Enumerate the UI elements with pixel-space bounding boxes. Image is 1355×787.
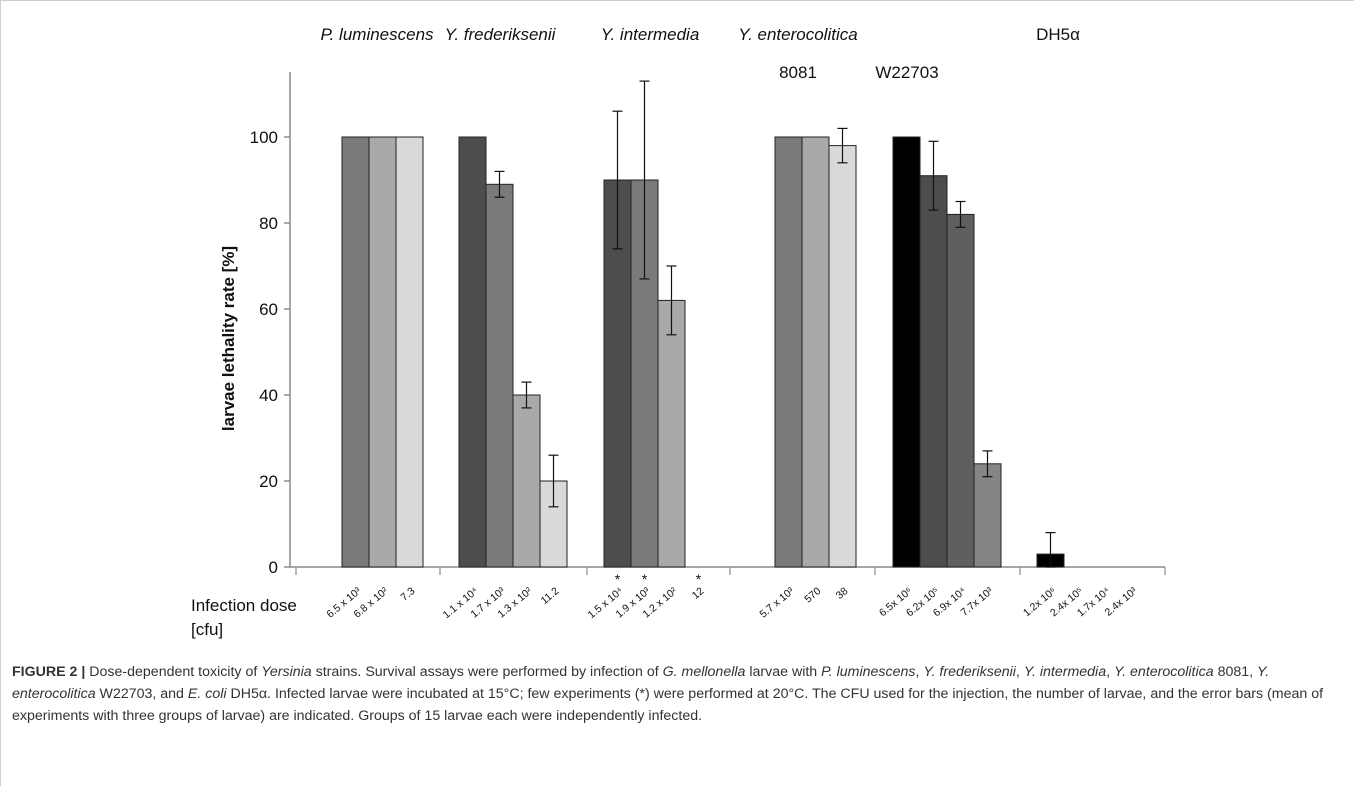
caption-segment: Y. enterocolitica	[1114, 664, 1214, 680]
bar	[341, 136, 370, 568]
caption-segment: Yersinia	[261, 664, 312, 680]
bar	[946, 213, 975, 568]
bar-chart: 0 20 40 60 80 100 larvae lethality rate [%] Inf…	[191, 25, 1166, 639]
y-tick-label: 60	[259, 300, 278, 319]
caption-segment: larvae with	[745, 664, 822, 680]
bar	[828, 145, 857, 568]
y-tick-label: 40	[259, 386, 278, 405]
caption-segment: DH5α. Infected larvae were incubated at …	[12, 686, 1324, 724]
bar	[774, 136, 803, 568]
caption-segment: strains. Survival assays were performed …	[311, 664, 663, 680]
caption-segment: W22703, and	[95, 686, 188, 702]
figure-caption: FIGURE 2 | Dose-dependent toxicity of Ye…	[12, 661, 1342, 727]
y-tick-label: 20	[259, 472, 278, 491]
caption-segment: G. mellonella	[662, 664, 746, 680]
caption-segment: Y. intermedia	[1023, 664, 1107, 680]
group-sublabel: 8081	[779, 63, 817, 82]
dose-label: 11.2	[539, 585, 562, 607]
star-marker: *	[615, 571, 621, 587]
dose-label: 7.3	[399, 585, 418, 604]
group-label: Y. frederiksenii	[445, 25, 557, 44]
figure-label: FIGURE 2 |	[12, 664, 86, 680]
star-marker: *	[642, 571, 648, 587]
caption-segment: ,	[915, 664, 924, 680]
y-tick-label: 80	[259, 214, 278, 233]
group-label: Y. enterocolitica	[738, 25, 857, 44]
caption-segment: P. luminescens	[821, 664, 916, 680]
caption-segment: E. coli	[187, 686, 227, 702]
bar	[801, 136, 830, 568]
caption-segment: ,	[1106, 664, 1114, 680]
caption-segment: Dose-dependent toxicity of	[85, 664, 262, 680]
group-label: DH5α	[1036, 25, 1080, 44]
star-marker: *	[696, 571, 702, 587]
y-tick-label: 0	[269, 558, 278, 577]
bar	[973, 463, 1002, 568]
group-sublabel: W22703	[875, 63, 938, 82]
dose-label: 38	[834, 585, 851, 602]
bar	[368, 136, 397, 568]
y-tick-label: 100	[250, 128, 278, 147]
caption-segment: Y. frederiksenii	[923, 664, 1016, 680]
bar	[919, 175, 948, 568]
dose-label: 5.7 x 10³	[757, 585, 796, 621]
bar	[512, 394, 541, 568]
dose-label: 12	[690, 585, 707, 602]
bar	[892, 136, 921, 568]
group-label: Y. intermedia	[601, 25, 700, 44]
caption-text: Dose-dependent toxicity of Yersinia stra…	[12, 664, 1323, 724]
x-axis-label: [cfu]	[191, 620, 223, 639]
bar	[485, 183, 514, 568]
caption-segment: 8081,	[1213, 664, 1258, 680]
caption-segment: Y. enterocolitica	[12, 664, 1270, 702]
bar	[395, 136, 424, 568]
bar	[458, 136, 487, 568]
y-axis-label: larvae lethality rate [%]	[219, 246, 238, 431]
caption-segment: ,	[1015, 664, 1024, 680]
bar	[657, 299, 686, 568]
x-axis-label: Infection dose	[191, 596, 297, 615]
group-label: P. luminescens	[320, 25, 434, 44]
dose-label: 570	[802, 585, 823, 606]
